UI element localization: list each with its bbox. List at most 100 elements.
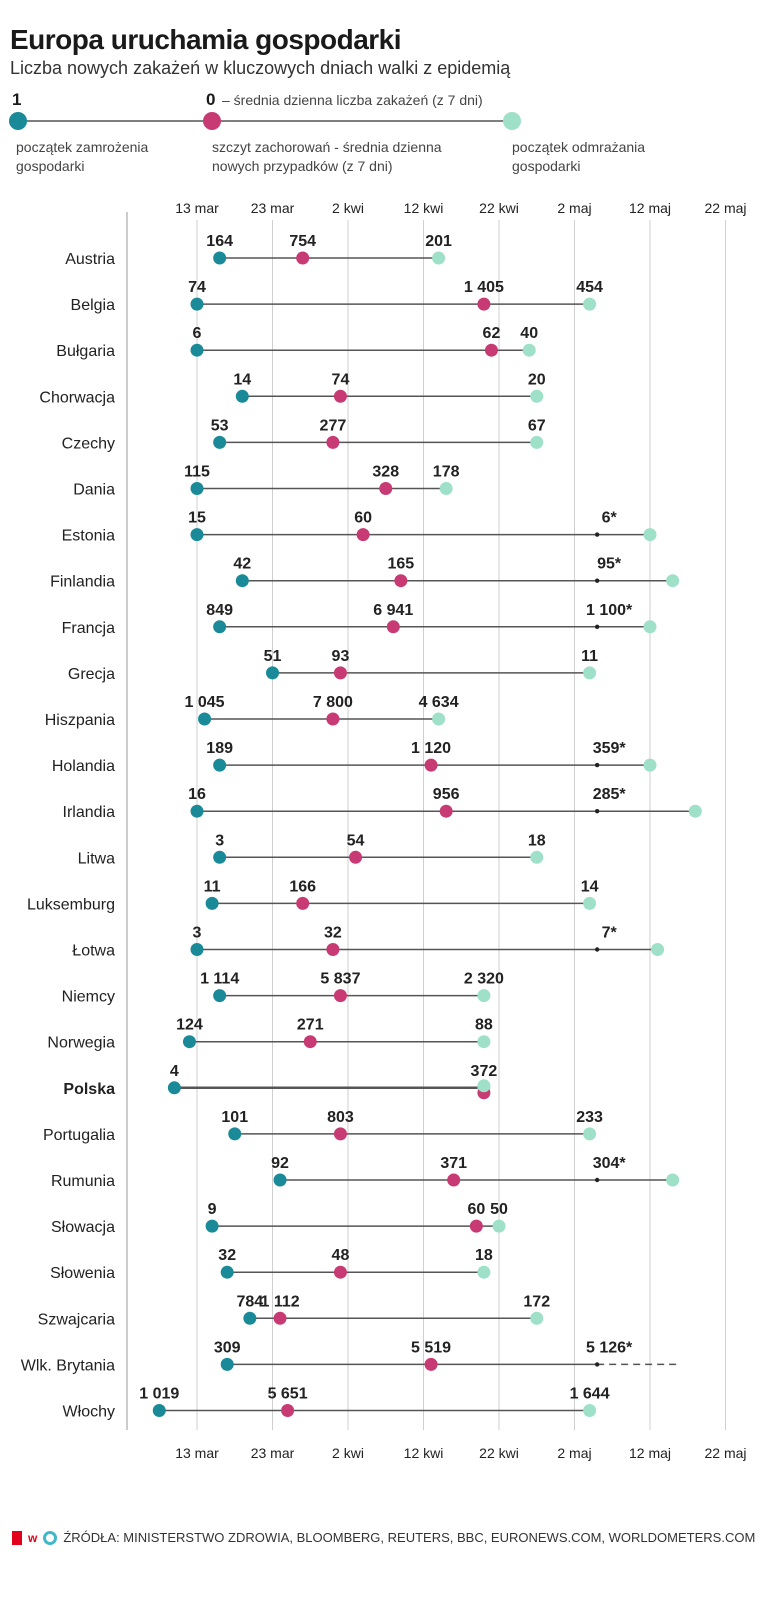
country-label: Norwegia [47,1035,115,1052]
x-tick-label-bottom: 2 kwi [332,1445,364,1461]
end-dot [530,435,544,449]
end-dot [477,1035,491,1049]
country-label: Rumunia [51,1173,115,1190]
start-dot [167,1081,181,1095]
peak-value-label: 62 [483,325,501,342]
x-tick-label-bottom: 2 maj [557,1445,591,1461]
start-value-label: 4 [170,1063,179,1080]
start-dot [220,1357,234,1371]
country-label: Bułgaria [56,343,115,360]
country-label: Holandia [52,758,115,775]
country-label: Polska [63,1081,115,1098]
peak-dot [326,712,340,726]
end-dot [477,989,491,1003]
start-dot [190,297,204,311]
chart-subtitle: Liczba nowych zakażeń w kluczowych dniac… [10,58,511,78]
country-label: Belgia [71,297,116,314]
x-tick-label-top: 22 maj [704,200,746,216]
x-tick-label-top: 13 mar [175,200,219,216]
peak-dot [333,1127,347,1141]
x-tick-label-top: 2 kwi [332,200,364,216]
country-label: Litwa [78,850,115,867]
peak-dot [477,297,491,311]
end-value-label: 372 [471,1063,498,1080]
end-value-label: 18 [528,832,546,849]
peak-value-label: 5 651 [268,1386,308,1403]
start-dot [213,850,227,864]
end-value-label: 20 [528,371,546,388]
end-value-label: 18 [475,1247,493,1264]
end-dot [530,389,544,403]
end-value-label: 6* [602,510,618,527]
end-dot [643,528,657,542]
country-label: Słowacja [51,1219,115,1236]
x-tick-label-top: 23 mar [251,200,295,216]
start-value-label: 1 045 [185,694,225,711]
end-value-label: 95* [597,556,622,573]
peak-dot [424,758,438,772]
legend-peak-dot [203,112,221,130]
start-dot [220,1265,234,1279]
peak-value-label: 754 [289,233,316,250]
end-value-label: 67 [528,417,546,434]
start-value-label: 6 [193,325,202,342]
end-value-label: 1 100* [586,602,633,619]
country-label: Wlk. Brytania [21,1357,115,1374]
start-dot [190,482,204,495]
peak-dot [333,389,347,403]
start-value-label: 189 [206,740,233,757]
x-tick-label-bottom: 22 kwi [479,1445,519,1461]
source-footer: w ŹRÓDŁA: MINISTERSTWO ZDROWIA, BLOOMBER… [12,1530,755,1545]
legend-peak-value: 0 [206,90,216,109]
legend-start-dot [9,112,27,130]
end-dot [530,850,544,864]
chart-title: Europa uruchamia gospodarki [10,24,402,55]
peak-value-label: 60 [467,1201,485,1218]
start-value-label: 3 [215,832,224,849]
peak-value-label: 1 120 [411,740,451,757]
end-dot [583,1127,597,1141]
peak-dot [349,850,363,864]
country-label: Niemcy [62,989,115,1006]
end-dot [651,943,665,956]
peak-dot [303,1035,317,1049]
start-value-label: 115 [184,464,210,481]
peak-dot [394,574,408,588]
country-label: Finlandia [50,574,115,591]
end-value-label: 285* [593,786,627,803]
peak-value-label: 328 [372,464,399,481]
peak-dot [379,482,393,495]
end-value-label: 4 634 [419,694,459,711]
start-dot [228,1127,242,1141]
publisher-logo-icon [12,1530,22,1545]
start-dot [182,1035,196,1049]
peak-dot [281,1404,295,1417]
start-value-label: 14 [233,371,251,388]
x-tick-label-bottom: 22 maj [704,1445,746,1461]
start-dot [205,1219,219,1233]
start-value-label: 1 114 [200,971,239,988]
start-value-label: 11 [204,878,221,895]
start-value-label: 15 [188,510,206,527]
country-label: Dania [73,482,115,499]
start-dot [198,712,212,726]
legend-end-label: początek odmrażania gospodarki [512,139,646,174]
start-value-label: 124 [176,1017,203,1034]
peak-value-label: 48 [332,1247,350,1264]
peak-dot [333,1265,347,1279]
peak-value-label: 54 [347,832,365,849]
country-label: Słowenia [50,1265,115,1282]
source-text: ŹRÓDŁA: MINISTERSTWO ZDROWIA, BLOOMBERG,… [63,1530,756,1545]
start-dot [190,343,204,357]
current-value-dot [594,532,600,537]
current-value-dot [594,1362,600,1367]
start-value-label: 9 [208,1201,217,1218]
end-dot [477,1079,491,1093]
legend-value-note: – średnia dzienna liczba zakażeń (z 7 dn… [222,92,483,108]
end-dot [583,896,597,910]
peak-dot [469,1219,483,1233]
start-dot [266,666,279,680]
end-value-label: 11 [581,648,598,665]
start-value-label: 1 019 [139,1386,179,1403]
end-dot [530,1311,544,1325]
